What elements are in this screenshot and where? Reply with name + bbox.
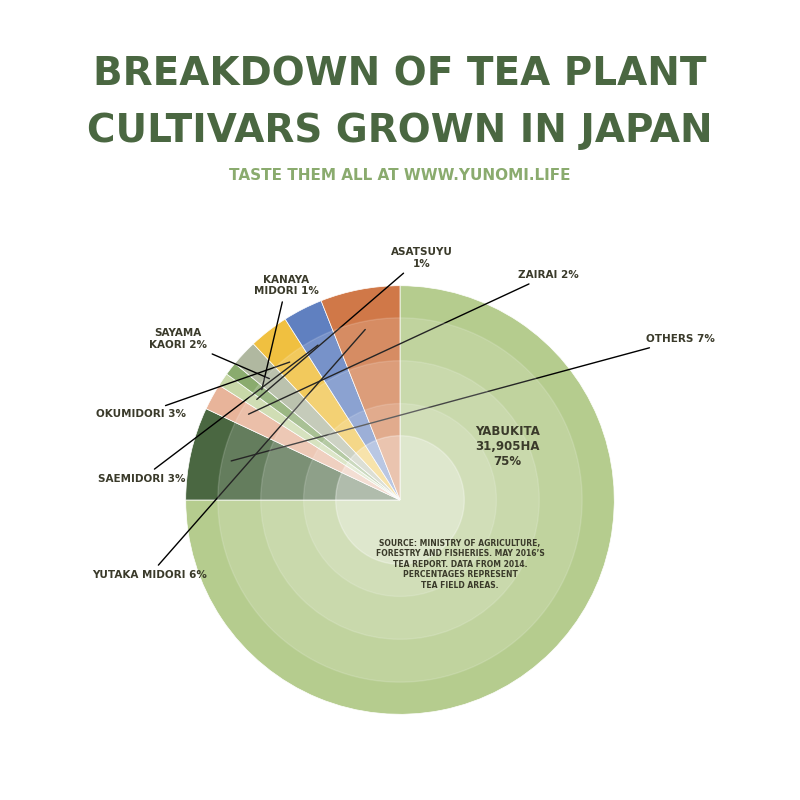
Text: OTHERS 7%: OTHERS 7% xyxy=(231,334,715,461)
Wedge shape xyxy=(226,363,400,500)
Text: SAEMIDORI 3%: SAEMIDORI 3% xyxy=(98,345,318,483)
Wedge shape xyxy=(186,409,400,500)
Text: ZAIRAI 2%: ZAIRAI 2% xyxy=(249,270,578,414)
Circle shape xyxy=(303,403,497,597)
Wedge shape xyxy=(206,385,400,500)
Text: TASTE THEM ALL AT WWW.YUNOMI.LIFE: TASTE THEM ALL AT WWW.YUNOMI.LIFE xyxy=(230,168,570,183)
Text: CULTIVARS GROWN IN JAPAN: CULTIVARS GROWN IN JAPAN xyxy=(87,112,713,150)
Wedge shape xyxy=(321,286,400,500)
Circle shape xyxy=(218,318,582,682)
Circle shape xyxy=(261,361,539,639)
Wedge shape xyxy=(254,319,400,500)
Text: YUTAKA MIDORI 6%: YUTAKA MIDORI 6% xyxy=(92,330,366,580)
Wedge shape xyxy=(186,286,614,714)
Text: ASATSUYU
1%: ASATSUYU 1% xyxy=(257,247,452,399)
Wedge shape xyxy=(285,301,400,500)
Text: OKUMIDORI 3%: OKUMIDORI 3% xyxy=(96,362,290,419)
Text: BREAKDOWN OF TEA PLANT: BREAKDOWN OF TEA PLANT xyxy=(94,56,706,94)
Text: YABUKITA
31,905HA
75%: YABUKITA 31,905HA 75% xyxy=(474,425,539,468)
Text: KANAYA
MIDORI 1%: KANAYA MIDORI 1% xyxy=(254,275,318,390)
Text: SOURCE: MINISTRY OF AGRICULTURE,
FORESTRY AND FISHERIES. MAY 2016’S
TEA REPORT. : SOURCE: MINISTRY OF AGRICULTURE, FORESTR… xyxy=(376,539,544,590)
Circle shape xyxy=(336,436,464,564)
Text: SAYAMA
KAORI 2%: SAYAMA KAORI 2% xyxy=(149,329,270,378)
Wedge shape xyxy=(219,374,400,500)
Wedge shape xyxy=(235,344,400,500)
